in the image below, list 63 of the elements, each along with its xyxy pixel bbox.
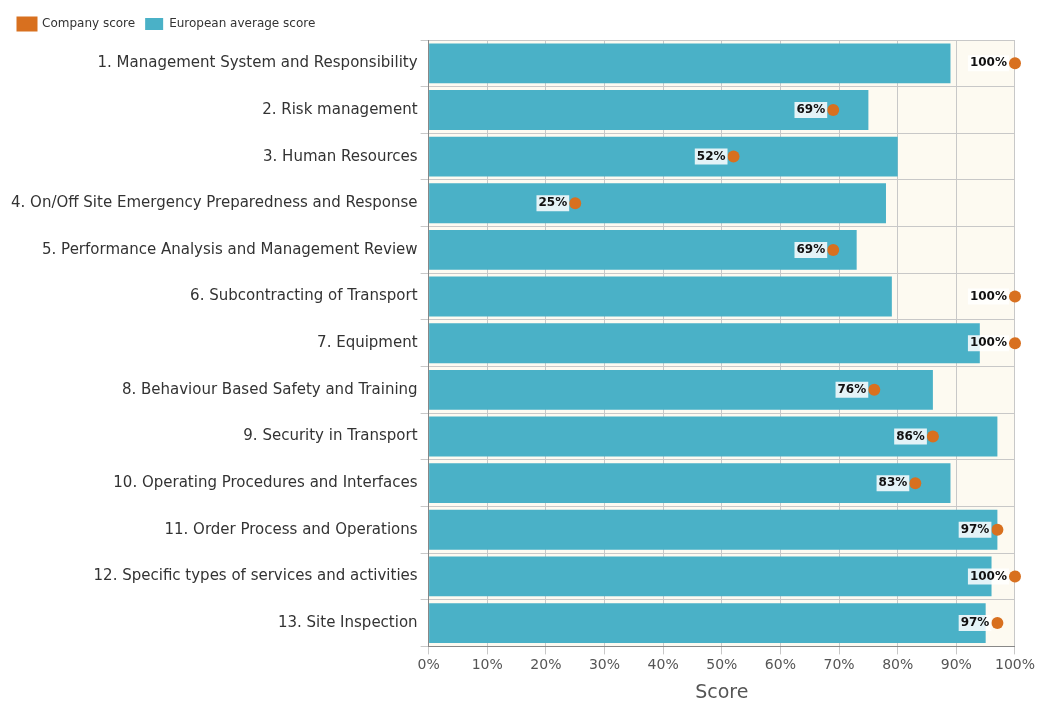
point: [1008, 57, 1021, 70]
legend-label: European average score: [169, 16, 316, 31]
data-label: 83%: [878, 475, 908, 490]
x-tick-label: 40%: [647, 656, 679, 673]
data-label: 69%: [796, 242, 826, 257]
bar: [429, 90, 869, 130]
point: [827, 103, 840, 116]
bar: [429, 463, 951, 504]
point: [1008, 570, 1021, 583]
x-tick-label: 80%: [882, 656, 914, 673]
y-tick-label: 8. Behaviour Based Safety and Training: [121, 379, 418, 398]
y-tick-label: 1. Management System and Responsibility: [97, 53, 418, 72]
x-tick-label: 30%: [588, 656, 621, 673]
data-label: 100%: [969, 335, 1007, 350]
bar: [429, 136, 898, 177]
data-label: 25%: [538, 195, 568, 210]
data-label: 76%: [837, 381, 867, 396]
point: [991, 617, 1004, 630]
bar: [429, 183, 886, 224]
x-tick-label: 60%: [764, 656, 796, 673]
x-tick-label: 100%: [994, 656, 1035, 673]
legend-label: Company score: [42, 16, 136, 31]
y-tick-label: 5. Performance Analysis and Management Review: [42, 239, 418, 258]
y-tick-label: 12. Specific types of services and activities: [93, 566, 418, 585]
data-label: 100%: [969, 55, 1007, 70]
point: [827, 243, 840, 256]
x-tick-label: 10%: [471, 656, 503, 673]
y-tick-label: 9. Security in Transport: [243, 426, 418, 445]
y-tick-label: 7. Equipment: [317, 333, 418, 352]
data-label: 86%: [896, 428, 925, 443]
point: [868, 383, 881, 396]
bar: [429, 369, 933, 410]
y-tick-label: 2. Risk management: [262, 99, 418, 118]
bar: [429, 229, 857, 270]
y-tick-label: 6. Subcontracting of Transport: [190, 286, 418, 305]
bar: [429, 43, 951, 84]
point: [727, 150, 740, 163]
y-tick-label: 11. Order Process and Operations: [164, 519, 418, 538]
data-label: 52%: [696, 148, 726, 163]
point: [991, 523, 1004, 536]
y-tick-label: 13. Site Inspection: [277, 612, 418, 631]
data-label: 100%: [969, 568, 1007, 583]
x-tick-label: 50%: [706, 656, 738, 673]
bar: [429, 509, 998, 550]
point: [909, 477, 922, 490]
data-label: 100%: [969, 288, 1007, 303]
x-tick-label: 70%: [823, 656, 855, 673]
x-tick-label: 20%: [530, 656, 562, 673]
bar: [429, 416, 998, 457]
y-tick-label: 4. On/Off Site Emergency Preparedness and Response: [10, 193, 418, 212]
data-label: 69%: [796, 102, 826, 117]
point: [569, 197, 582, 210]
y-tick-label: 3. Human Resources: [263, 146, 418, 165]
y-tick-label: 10. Operating Procedures and Interfaces: [113, 473, 418, 492]
data-label: 97%: [960, 615, 990, 630]
point: [1008, 337, 1021, 350]
data-label: 97%: [960, 521, 990, 536]
point: [1008, 290, 1021, 303]
x-tick-label: 0%: [417, 656, 440, 673]
x-axis-title: Score: [695, 679, 749, 702]
point: [926, 430, 939, 443]
x-tick-label: 90%: [940, 656, 972, 673]
bar: [429, 276, 892, 317]
